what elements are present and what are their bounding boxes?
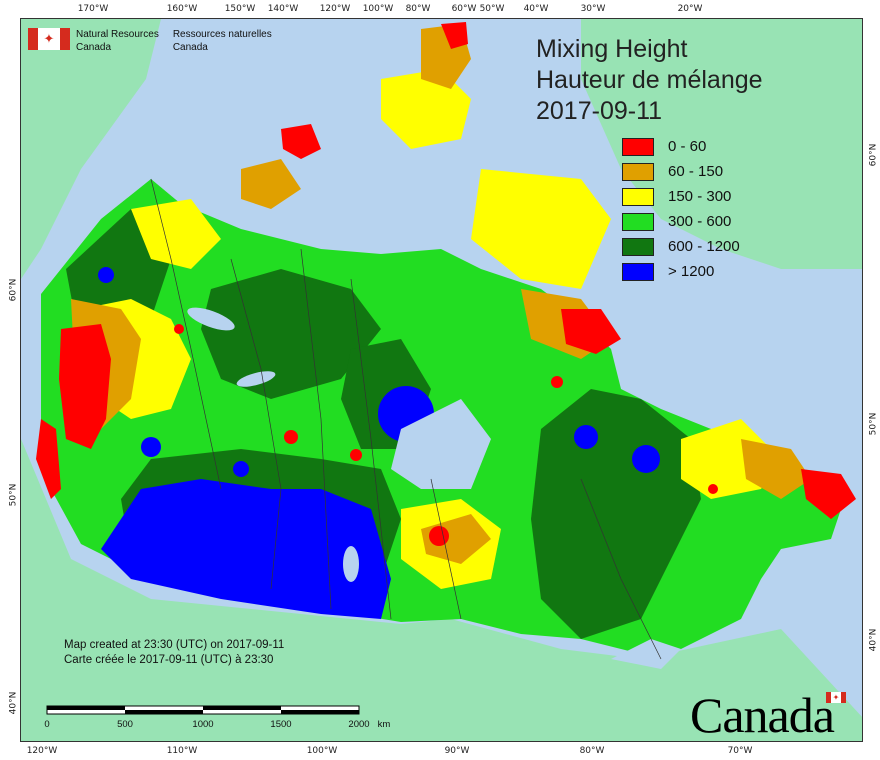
graticule-label-top: 30°W	[580, 4, 606, 14]
graticule-label-right: 50°N	[868, 412, 879, 436]
map-canvas	[21, 19, 862, 741]
graticule-label-top: 60°W	[451, 4, 477, 14]
legend-swatch	[622, 212, 654, 231]
scale-unit: km	[377, 719, 391, 730]
graticule-label-top: 50°W	[479, 4, 505, 14]
map-area	[20, 18, 863, 742]
legend-label: 150 - 300	[668, 188, 732, 205]
legend-swatch	[622, 137, 654, 156]
legend-item: 60 - 150	[622, 159, 740, 184]
title-fr: Hauteur de mélange	[536, 66, 763, 94]
scale-label: 500	[117, 719, 133, 730]
graticule-label-top: 170°W	[77, 4, 109, 14]
graticule-label-bottom: 90°W	[444, 746, 470, 756]
graticule-label-bottom: 100°W	[306, 746, 338, 756]
legend-item: 0 - 60	[622, 134, 740, 159]
graticule-label-right: 40°N	[868, 628, 879, 652]
map-title: Mixing Height Hauteur de mélange 2017-09…	[536, 34, 763, 127]
org-fr-line2: Canada	[172, 42, 208, 53]
graticule-label-left: 40°N	[8, 691, 19, 715]
org-name-fr: Ressources naturelles Canada	[173, 28, 272, 54]
legend-swatch	[622, 187, 654, 206]
graticule-label-top: 160°W	[166, 4, 198, 14]
legend-label: > 1200	[668, 263, 715, 280]
scale-label: 1500	[270, 719, 292, 730]
legend-label: 0 - 60	[668, 138, 707, 155]
legend-label: 300 - 600	[668, 213, 732, 230]
title-date: 2017-09-11	[536, 97, 663, 125]
org-name-en: Natural Resources Canada	[76, 28, 159, 54]
legend-item: 300 - 600	[622, 209, 740, 234]
canada-mixing-height-field	[36, 22, 856, 669]
legend-label: 600 - 1200	[668, 238, 740, 255]
org-en-line2: Canada	[76, 42, 112, 53]
scale-bar-graphic	[46, 705, 360, 715]
org-fr-line1: Ressources naturelles	[172, 29, 272, 40]
graticule-label-top: 150°W	[224, 4, 256, 14]
province-boundaries	[150, 178, 662, 660]
scale-label: 1000	[192, 719, 214, 730]
graticule-label-top: 100°W	[362, 4, 394, 14]
canada-wordmark: Canada	[690, 687, 835, 743]
legend-swatch	[622, 237, 654, 256]
wordmark-flag-icon: ✦	[826, 692, 846, 703]
legend-item: > 1200	[622, 259, 740, 284]
graticule-label-right: 60°N	[868, 143, 879, 167]
graticule-label-bottom: 110°W	[166, 746, 198, 756]
graticule-label-top: 140°W	[267, 4, 299, 14]
legend-item: 600 - 1200	[622, 234, 740, 259]
graticule-label-left: 50°N	[8, 483, 19, 507]
graticule-label-bottom: 80°W	[579, 746, 605, 756]
legend-swatch	[622, 162, 654, 181]
nrc-signature: ✦ Natural Resources Canada Ressources na…	[28, 28, 272, 54]
graticule-label-top: 80°W	[405, 4, 431, 14]
title-en: Mixing Height	[536, 35, 688, 63]
legend: 0 - 60 60 - 150 150 - 300 300 - 600 600 …	[622, 134, 740, 284]
credit-fr: Carte créée le 2017-09-11 (UTC) à 23:30	[64, 654, 274, 666]
graticule-label-top: 120°W	[319, 4, 351, 14]
graticule-label-bottom: 120°W	[26, 746, 58, 756]
map-credits: Map created at 23:30 (UTC) on 2017-09-11…	[64, 638, 284, 668]
credit-en: Map created at 23:30 (UTC) on 2017-09-11	[64, 639, 285, 651]
canada-flag-icon: ✦	[28, 28, 70, 50]
scale-label: 0	[44, 719, 50, 730]
scale-label: 2000	[348, 719, 370, 730]
graticule-label-top: 20°W	[677, 4, 703, 14]
scale-bar: 0 500 1000 1500 2000 km	[44, 705, 390, 735]
graticule-label-top: 40°W	[523, 4, 549, 14]
graticule-label-bottom: 70°W	[727, 746, 753, 756]
legend-item: 150 - 300	[622, 184, 740, 209]
legend-swatch	[622, 262, 654, 281]
legend-label: 60 - 150	[668, 163, 724, 180]
graticule-label-left: 60°N	[8, 278, 19, 302]
org-en-line1: Natural Resources	[76, 29, 159, 40]
